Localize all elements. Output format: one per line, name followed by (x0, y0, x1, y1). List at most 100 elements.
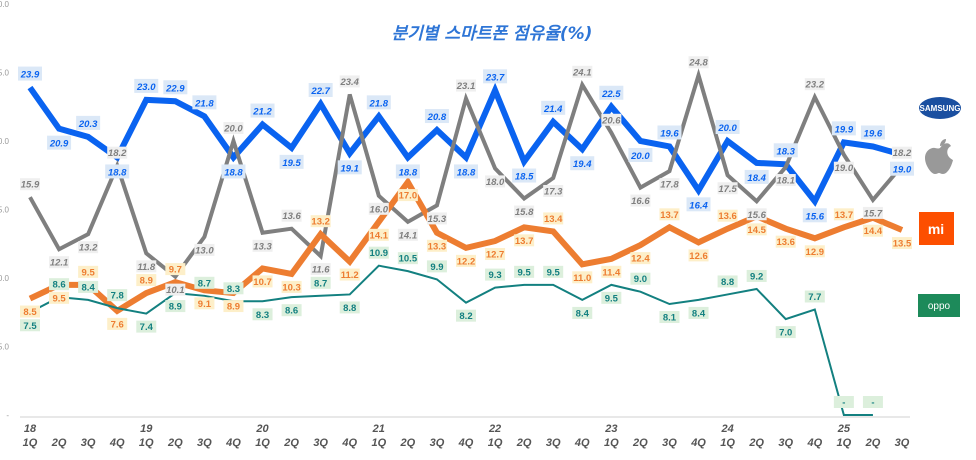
data-label-xiaomi: 17.0 (399, 191, 418, 202)
x-tick-quarter: 4Q (458, 437, 474, 449)
data-label-apple: 15.3 (428, 214, 447, 225)
x-tick-year: 18 (24, 423, 37, 435)
data-label-samsung: 19.4 (573, 159, 592, 170)
data-label-bg (107, 317, 128, 330)
data-label-bg (688, 306, 709, 319)
data-label-xiaomi: 11.0 (573, 273, 591, 284)
series-line-samsung (27, 82, 903, 207)
data-label-bg (192, 95, 217, 110)
x-tick-quarter: 1Q (837, 437, 852, 449)
data-label-bg (628, 148, 653, 162)
data-label-apple: 23.2 (805, 80, 825, 91)
data-label-apple: 15.7 (864, 208, 883, 219)
data-label-oppo: 9.5 (547, 267, 561, 278)
y-axis: 30.0 25.0 20.0 15.0 10.0 5.0 - (0, 0, 10, 420)
data-label-bg (686, 197, 711, 212)
x-tick-quarter: 4Q (574, 437, 590, 449)
data-label-bg (572, 65, 593, 78)
data-label-bg (424, 109, 449, 124)
data-label-bg (831, 121, 856, 136)
x-tick-quarter: 2Q (748, 437, 764, 449)
data-label-xiaomi: 13.6 (718, 211, 737, 222)
x-axis: 1Q 18 2Q 3Q 4Q 1Q 19 2Q 3Q 4Q 1Q 20 2Q 3Q 4Q 1Q 21 2Q 3Q 4Q… (23, 423, 910, 449)
data-label-apple: 16.6 (631, 196, 650, 207)
data-label-bg (20, 319, 40, 332)
legend: SAMSUNG mi oppo (918, 97, 961, 317)
data-label-bg (252, 308, 273, 321)
data-label-bg (456, 309, 476, 322)
data-label-xiaomi: 14.4 (864, 226, 883, 237)
apple-logo-icon (925, 139, 953, 174)
samsung-logo-text: SAMSUNG (920, 104, 961, 113)
xiaomi-logo: mi (919, 212, 954, 245)
x-tick-year: 25 (837, 423, 851, 435)
data-label-bg (281, 280, 302, 293)
data-label-samsung: 23.9 (20, 70, 40, 81)
data-label-apple: 13.3 (253, 241, 272, 252)
data-label-oppo: 10.5 (399, 254, 418, 265)
data-label-bg (659, 178, 680, 191)
data-label-samsung: 20.0 (630, 151, 650, 162)
data-label-bg (804, 290, 825, 303)
data-label-bg (541, 100, 566, 115)
data-label-bg (601, 265, 622, 278)
series-lines (27, 68, 904, 416)
data-label-bg (107, 289, 128, 302)
data-label-bg (485, 248, 506, 261)
data-label-bg (514, 265, 535, 278)
x-tick-quarter: 2Q (516, 437, 532, 449)
data-label-samsung: 18.8 (399, 167, 418, 178)
data-label-samsung: 19.5 (282, 158, 301, 169)
data-label-xiaomi: 14.5 (747, 225, 766, 236)
data-label-oppo: 8.4 (692, 308, 706, 319)
data-label-bg (485, 175, 506, 188)
data-label-bg (281, 209, 302, 222)
data-label-bg (804, 245, 825, 258)
data-label-samsung: 18.5 (515, 172, 534, 183)
data-label-samsung: 22.5 (601, 89, 621, 100)
data-label-bg (279, 154, 304, 169)
data-label-samsung: 18.8 (108, 167, 127, 178)
data-label-oppo: - (842, 398, 845, 409)
data-label-bg (514, 205, 535, 218)
data-label-bg (543, 212, 564, 225)
data-label-samsung: 21.8 (194, 98, 214, 109)
data-label-xiaomi: 13.3 (428, 241, 447, 252)
data-label-bg (775, 174, 796, 187)
data-label-oppo: 8.4 (576, 308, 590, 319)
chart-title: 분기별 스마트폰 점유율(%) (392, 24, 593, 44)
data-label-bg (746, 208, 767, 221)
data-label-xiaomi: 13.6 (776, 237, 795, 248)
data-label-oppo: 9.2 (750, 271, 763, 282)
data-label-bg (802, 208, 827, 223)
data-label-bg (572, 271, 593, 284)
data-label-xiaomi: 12.7 (486, 250, 505, 261)
data-label-xiaomi: 13.7 (660, 210, 679, 221)
data-label-oppo: - (871, 398, 874, 409)
x-tick-quarter: 2Q (400, 437, 416, 449)
x-tick-quarter: 3Q (895, 437, 910, 449)
data-label-oppo: 9.5 (605, 293, 619, 304)
data-label-bg (397, 228, 418, 241)
data-label-oppo: 8.4 (82, 282, 96, 293)
x-tick-quarter: 3Q (197, 437, 212, 449)
data-label-bg (78, 265, 99, 278)
x-tick-quarter: 4Q (109, 437, 125, 449)
data-label-bg (366, 95, 391, 110)
data-label-apple: 20.0 (223, 124, 243, 135)
data-label-xiaomi: 14.1 (370, 230, 389, 241)
data-label-bg (308, 83, 333, 98)
data-label-oppo: 8.9 (169, 302, 182, 313)
data-label-xiaomi: 10.3 (282, 282, 301, 293)
data-label-bg (223, 122, 244, 134)
data-label-samsung: 19.6 (660, 128, 679, 139)
data-label-apple: 18.2 (108, 148, 127, 159)
data-label-apple: 13.2 (79, 243, 98, 254)
data-label-bg (194, 297, 215, 310)
x-tick-year: 22 (488, 423, 501, 435)
data-label-xiaomi: 8.9 (140, 276, 153, 287)
data-label-bg (860, 125, 885, 140)
data-label-samsung: 19.1 (340, 163, 359, 174)
y-tick-label: 5.0 (0, 343, 10, 352)
